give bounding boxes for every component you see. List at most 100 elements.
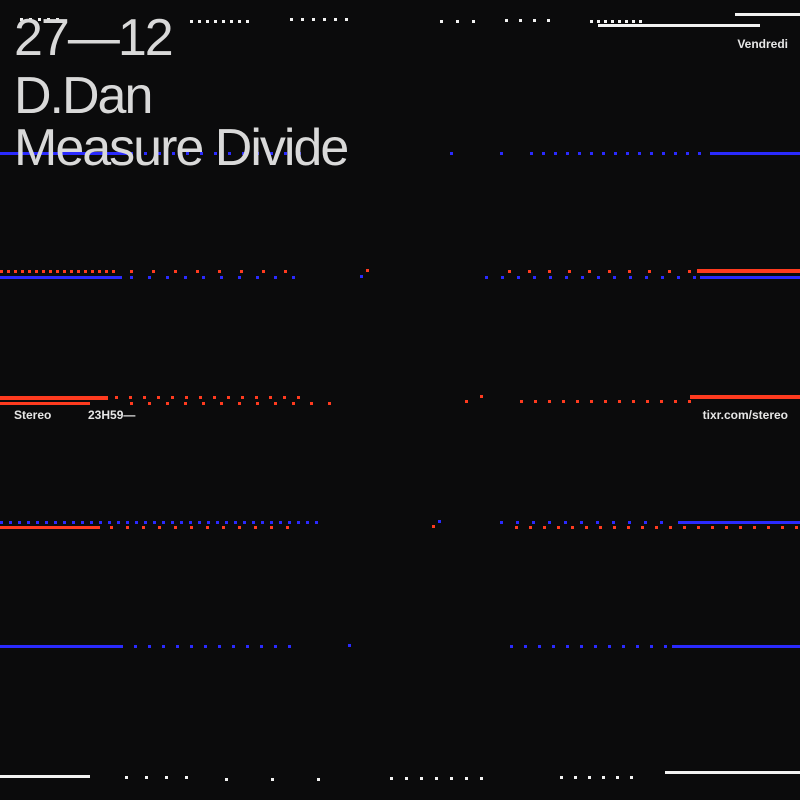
pattern-segment-250	[655, 526, 658, 529]
pattern-segment-32	[632, 20, 635, 23]
pattern-segment-203	[234, 521, 237, 524]
pattern-segment-113	[238, 276, 241, 279]
pattern-segment-58	[602, 152, 605, 155]
pattern-segment-97	[548, 270, 551, 273]
pattern-segment-210	[297, 521, 300, 524]
pattern-segment-37	[130, 152, 133, 155]
pattern-segment-103	[668, 270, 671, 273]
pattern-segment-269	[218, 645, 221, 648]
pattern-segment-31	[625, 20, 628, 23]
pattern-segment-63	[662, 152, 665, 155]
pattern-segment-201	[216, 521, 219, 524]
pattern-segment-276	[510, 645, 513, 648]
pattern-segment-162	[520, 400, 523, 403]
pattern-segment-249	[641, 526, 644, 529]
pattern-segment-20	[456, 20, 459, 23]
pattern-segment-75	[42, 270, 45, 273]
pattern-segment-173	[674, 400, 677, 403]
pattern-segment-252	[683, 526, 686, 529]
pattern-segment-140	[199, 396, 202, 399]
pattern-segment-305	[574, 776, 577, 779]
pattern-segment-44	[228, 152, 231, 155]
pattern-segment-275	[348, 644, 351, 647]
artist-name: D.Dan	[14, 67, 153, 125]
pattern-segment-39	[158, 152, 161, 155]
pattern-segment-265	[162, 645, 165, 648]
pattern-segment-216	[532, 521, 535, 524]
pattern-segment-99	[588, 270, 591, 273]
pattern-segment-299	[420, 777, 423, 780]
pattern-segment-59	[614, 152, 617, 155]
pattern-segment-158	[310, 402, 313, 405]
pattern-segment-156	[274, 402, 277, 405]
pattern-segment-168	[604, 400, 607, 403]
pattern-segment-49	[298, 152, 301, 155]
pattern-segment-185	[72, 521, 75, 524]
pattern-segment-8	[214, 20, 217, 23]
pattern-segment-260	[795, 526, 798, 529]
pattern-segment-212	[315, 521, 318, 524]
pattern-segment-187	[90, 521, 93, 524]
pattern-segment-71	[14, 270, 17, 273]
pattern-segment-277	[524, 645, 527, 648]
pattern-segment-245	[585, 526, 588, 529]
pattern-segment-157	[292, 402, 295, 405]
pattern-segment-80	[77, 270, 80, 273]
pattern-segment-81	[84, 270, 87, 273]
pattern-segment-52	[530, 152, 533, 155]
pattern-segment-48	[284, 152, 287, 155]
pattern-segment-180	[27, 521, 30, 524]
pattern-segment-124	[581, 276, 584, 279]
pattern-segment-296	[317, 778, 320, 781]
pattern-segment-200	[207, 521, 210, 524]
pattern-segment-302	[465, 777, 468, 780]
pattern-segment-85	[112, 270, 115, 273]
pattern-segment-15	[312, 18, 315, 21]
pattern-segment-259	[781, 526, 784, 529]
pattern-segment-255	[725, 526, 728, 529]
pattern-segment-79	[70, 270, 73, 273]
pattern-segment-165	[562, 400, 565, 403]
pattern-segment-126	[613, 276, 616, 279]
pattern-segment-161	[480, 395, 483, 398]
pattern-segment-206	[261, 521, 264, 524]
pattern-segment-247	[613, 526, 616, 529]
pattern-segment-253	[697, 526, 700, 529]
event-title: Measure Divide	[14, 119, 349, 177]
pattern-segment-64	[674, 152, 677, 155]
pattern-segment-291	[145, 776, 148, 779]
pattern-segment-110	[184, 276, 187, 279]
pattern-segment-243	[557, 526, 560, 529]
pattern-segment-92	[262, 270, 265, 273]
pattern-segment-87	[152, 270, 155, 273]
pattern-segment-240	[515, 526, 518, 529]
pattern-segment-248	[627, 526, 630, 529]
pattern-segment-29	[611, 20, 614, 23]
pattern-segment-231	[174, 526, 177, 529]
pattern-segment-224	[660, 521, 663, 524]
pattern-segment-90	[218, 270, 221, 273]
pattern-segment-288	[672, 645, 800, 648]
pattern-segment-274	[288, 645, 291, 648]
pattern-segment-69	[0, 270, 3, 273]
pattern-segment-106	[0, 276, 122, 279]
pattern-segment-107	[130, 276, 133, 279]
pattern-segment-303	[480, 777, 483, 780]
pattern-segment-21	[472, 20, 475, 23]
pattern-segment-199	[198, 521, 201, 524]
pattern-segment-164	[548, 400, 551, 403]
pattern-segment-268	[204, 645, 207, 648]
start-time-label: 23H59—	[88, 408, 136, 422]
pattern-segment-283	[608, 645, 611, 648]
pattern-segment-119	[501, 276, 504, 279]
pattern-segment-130	[677, 276, 680, 279]
pattern-segment-289	[0, 775, 90, 778]
pattern-segment-6	[198, 20, 201, 23]
pattern-segment-147	[297, 396, 300, 399]
pattern-segment-134	[115, 396, 118, 399]
pattern-segment-238	[286, 526, 289, 529]
pattern-segment-5	[190, 20, 193, 23]
pattern-segment-309	[630, 776, 633, 779]
weekday-label: Vendredi	[737, 37, 788, 51]
ticket-link[interactable]: tixr.com/stereo	[702, 408, 788, 422]
